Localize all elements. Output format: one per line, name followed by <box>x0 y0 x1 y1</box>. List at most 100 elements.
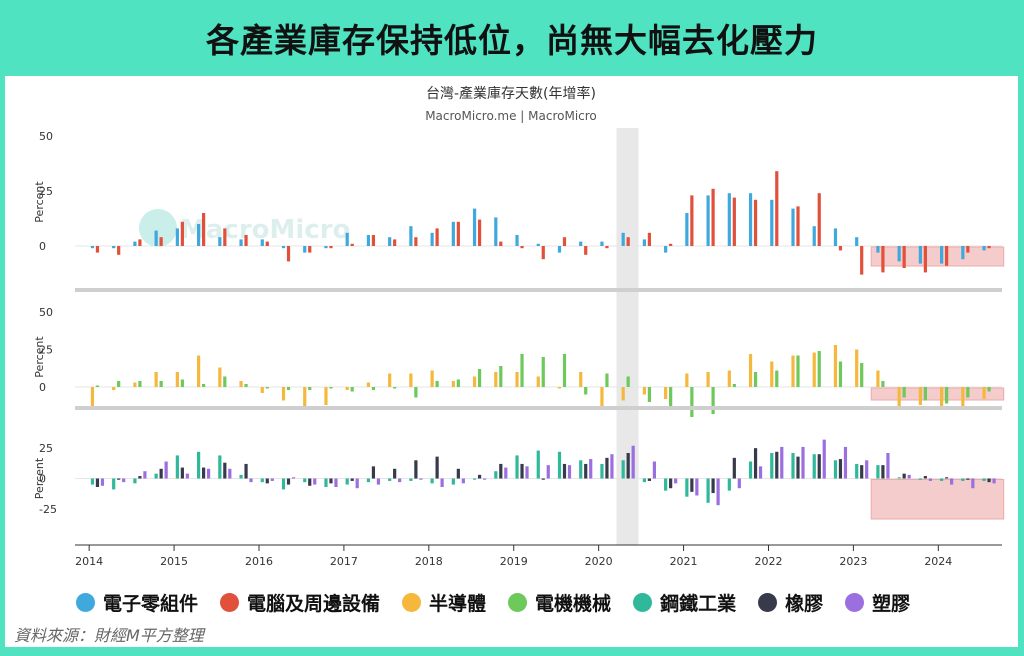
bar <box>647 478 652 481</box>
bar <box>472 478 477 480</box>
bar <box>796 456 800 479</box>
bar <box>584 246 588 255</box>
bar <box>902 246 906 268</box>
legend-dot-icon <box>508 593 528 612</box>
bar <box>748 193 753 246</box>
bar <box>244 235 248 246</box>
bar <box>987 478 991 483</box>
bar <box>308 478 312 486</box>
legend-label: 電機機械 <box>535 593 612 615</box>
bar <box>345 387 349 390</box>
bar <box>154 372 158 387</box>
legend-item[interactable]: 塑膠 <box>845 589 910 616</box>
bar <box>159 381 163 387</box>
bar <box>477 369 482 387</box>
bar <box>265 478 269 484</box>
bar <box>690 387 694 417</box>
bar <box>664 387 668 399</box>
bar <box>541 478 545 480</box>
legend-dot-icon <box>633 593 653 612</box>
legend-dot-icon <box>402 593 422 612</box>
legend-item[interactable]: 半導體 <box>402 589 486 616</box>
bar <box>579 372 583 387</box>
bar <box>313 478 317 485</box>
x-tick-label: 2016 <box>245 555 273 568</box>
bar <box>388 373 392 387</box>
bar <box>218 455 222 479</box>
bar <box>303 246 307 253</box>
bar <box>249 478 253 483</box>
bar <box>982 387 986 399</box>
bar <box>196 355 201 387</box>
bar <box>223 376 227 387</box>
panel-separator <box>75 288 1002 292</box>
bar <box>737 478 741 489</box>
bar <box>515 455 519 479</box>
bar <box>138 239 142 246</box>
bar <box>732 197 736 246</box>
bar <box>112 387 116 390</box>
bar <box>780 446 784 479</box>
bar <box>218 367 222 387</box>
y-axis-label: Percent <box>33 457 46 499</box>
bar <box>334 478 338 487</box>
bar <box>647 232 652 246</box>
legend-item[interactable]: 電子零組件 <box>76 589 198 616</box>
bar <box>159 237 163 246</box>
bar <box>435 456 439 479</box>
bar <box>642 239 647 246</box>
bar <box>838 246 843 251</box>
legend-item[interactable]: 電腦及周邊設備 <box>220 589 380 616</box>
bar <box>881 381 885 387</box>
bar <box>366 478 371 483</box>
bar <box>987 387 991 392</box>
x-tick-label: 2019 <box>500 555 528 568</box>
bar <box>154 473 158 479</box>
bar <box>291 477 296 479</box>
y-tick-label: 0 <box>39 473 46 486</box>
bar <box>414 387 418 398</box>
bar <box>122 478 126 483</box>
bar <box>117 381 121 387</box>
bar <box>201 213 206 246</box>
bar <box>796 355 800 387</box>
bar <box>685 373 689 387</box>
bar <box>456 468 460 479</box>
bar <box>419 478 423 480</box>
bar <box>355 478 359 489</box>
bar <box>982 478 986 481</box>
bar <box>308 246 312 253</box>
bar <box>430 478 434 484</box>
bar <box>239 381 243 387</box>
bar <box>159 468 163 479</box>
bar <box>966 387 970 398</box>
bar <box>329 387 333 389</box>
bar <box>843 446 848 479</box>
bar <box>796 206 800 246</box>
bar <box>90 387 95 407</box>
bar <box>626 237 630 246</box>
bar <box>605 246 609 249</box>
bar <box>961 478 965 481</box>
bar <box>791 453 795 479</box>
legend-item[interactable]: 鋼鐵工業 <box>633 589 736 616</box>
legend-item[interactable]: 橡膠 <box>758 589 823 616</box>
y-tick-label: 50 <box>39 306 53 319</box>
bar <box>918 478 922 480</box>
chart-subtitle: MacroMicro.me | MacroMicro <box>425 109 597 123</box>
bar <box>838 361 843 387</box>
bar <box>286 478 291 485</box>
legend-item[interactable]: 電機機械 <box>508 589 611 616</box>
x-tick-label: 2024 <box>924 555 952 568</box>
bar <box>876 246 880 253</box>
watermark-text: MacroMicro <box>180 215 350 245</box>
bar <box>860 363 864 387</box>
bar <box>541 357 545 387</box>
bar <box>324 478 328 487</box>
bar <box>90 246 95 249</box>
y-axis-label: Percent <box>33 336 46 378</box>
bar <box>664 478 668 491</box>
bar <box>770 199 774 246</box>
legend-label: 鋼鐵工業 <box>660 593 737 615</box>
bar <box>201 467 206 479</box>
